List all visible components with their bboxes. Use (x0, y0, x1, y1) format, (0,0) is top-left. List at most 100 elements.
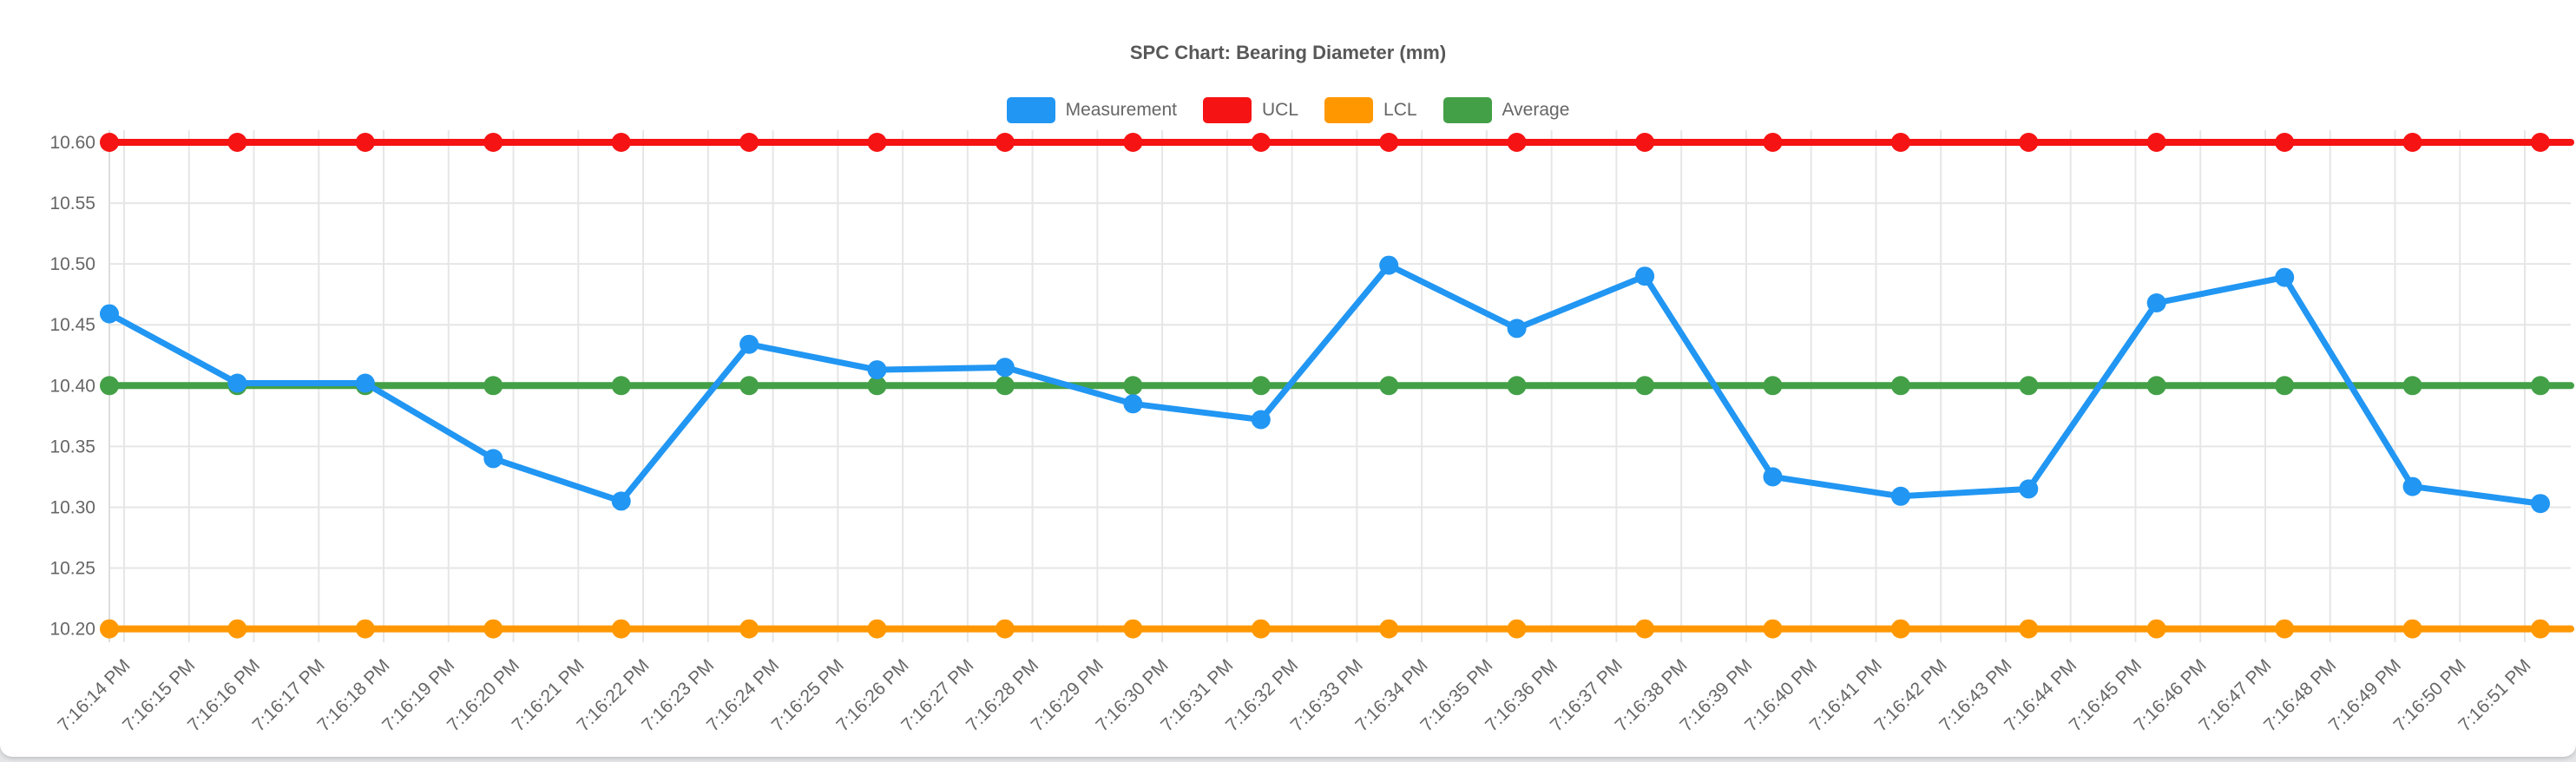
data-point[interactable] (739, 376, 759, 396)
data-point[interactable] (1507, 319, 1527, 338)
data-point[interactable] (100, 376, 119, 396)
data-point[interactable] (100, 619, 119, 639)
series-line (106, 262, 2544, 507)
data-point[interactable] (355, 373, 375, 393)
data-point[interactable] (2402, 619, 2422, 639)
data-point[interactable] (1123, 619, 1143, 639)
legend-item-ucl[interactable]: UCL (1203, 97, 1298, 123)
legend-item-lcl[interactable]: LCL (1324, 97, 1417, 123)
series-lcl (100, 619, 2574, 639)
data-point[interactable] (1890, 376, 1910, 396)
data-point[interactable] (100, 304, 119, 324)
data-point[interactable] (2019, 376, 2039, 396)
data-point[interactable] (1890, 619, 1910, 639)
data-point[interactable] (2531, 133, 2550, 152)
data-point[interactable] (355, 133, 375, 152)
data-point[interactable] (995, 619, 1015, 639)
data-point[interactable] (2275, 619, 2295, 639)
data-point[interactable] (2531, 376, 2550, 396)
data-point[interactable] (995, 358, 1015, 378)
data-point[interactable] (867, 133, 887, 152)
legend-swatch-measurement (1006, 97, 1055, 123)
data-point[interactable] (739, 133, 759, 152)
data-point[interactable] (2531, 619, 2550, 639)
data-point[interactable] (355, 619, 375, 639)
legend-item-average[interactable]: Average (1442, 97, 1569, 123)
data-point[interactable] (2402, 133, 2422, 152)
data-point[interactable] (1763, 619, 1783, 639)
data-point[interactable] (1635, 133, 1655, 152)
data-point[interactable] (2275, 133, 2295, 152)
data-point[interactable] (739, 619, 759, 639)
data-point[interactable] (2275, 376, 2295, 396)
data-point[interactable] (1890, 133, 1910, 152)
data-point[interactable] (2019, 133, 2039, 152)
data-point[interactable] (1507, 133, 1527, 152)
data-point[interactable] (995, 133, 1015, 152)
legend-label: UCL (1262, 100, 1299, 120)
data-point[interactable] (483, 619, 503, 639)
data-point[interactable] (483, 376, 503, 396)
data-point[interactable] (1635, 266, 1655, 286)
y-tick-label: 10.30 (49, 497, 95, 517)
data-point[interactable] (227, 619, 247, 639)
data-point[interactable] (1763, 133, 1783, 152)
data-point[interactable] (1251, 410, 1271, 430)
data-point[interactable] (2275, 267, 2295, 287)
data-point[interactable] (1763, 376, 1783, 396)
data-point[interactable] (1251, 376, 1271, 396)
data-point[interactable] (2531, 494, 2550, 514)
data-point[interactable] (1763, 467, 1783, 487)
y-axis-tick-labels: 10.60 10.55 10.50 10.45 10.40 10.35 10.30 10.25… (49, 133, 95, 640)
legend-swatch-ucl (1203, 97, 1252, 123)
y-tick-label: 10.45 (49, 315, 95, 335)
data-point[interactable] (1123, 133, 1143, 152)
data-point[interactable] (1635, 619, 1655, 639)
data-point[interactable] (1251, 619, 1271, 639)
data-point[interactable] (1123, 376, 1143, 396)
series-average (100, 376, 2574, 396)
data-point[interactable] (2146, 619, 2166, 639)
legend-item-measurement[interactable]: Measurement (1006, 97, 1177, 123)
data-point[interactable] (227, 133, 247, 152)
data-point[interactable] (611, 133, 631, 152)
y-tick-label: 10.35 (49, 437, 95, 457)
y-tick-label: 10.40 (49, 376, 95, 396)
legend-label: Measurement (1065, 100, 1177, 120)
x-axis-tick-labels: 7:16:14 PM7:16:15 PM7:16:16 PM7:16:17 PM… (54, 655, 2534, 735)
y-tick-label: 10.20 (49, 620, 95, 640)
data-point[interactable] (611, 376, 631, 396)
data-point[interactable] (483, 133, 503, 152)
data-point[interactable] (1123, 394, 1143, 414)
data-point[interactable] (100, 133, 119, 152)
data-point[interactable] (2402, 376, 2422, 396)
data-point[interactable] (1379, 133, 1399, 152)
data-point[interactable] (1379, 376, 1399, 396)
data-point[interactable] (867, 376, 887, 396)
data-point[interactable] (1890, 486, 1910, 506)
data-point[interactable] (483, 449, 503, 469)
data-point[interactable] (2402, 476, 2422, 496)
data-point[interactable] (1379, 255, 1399, 275)
data-point[interactable] (867, 619, 887, 639)
data-point[interactable] (995, 376, 1015, 396)
data-point[interactable] (1635, 376, 1655, 396)
legend-swatch-lcl (1324, 97, 1374, 123)
data-point[interactable] (1507, 619, 1527, 639)
data-point[interactable] (867, 360, 887, 380)
series-ucl (100, 133, 2574, 152)
data-point[interactable] (1379, 619, 1399, 639)
series-measurement (100, 255, 2550, 514)
data-point[interactable] (2019, 479, 2039, 499)
data-point[interactable] (227, 373, 247, 393)
data-point[interactable] (1507, 376, 1527, 396)
data-point[interactable] (2019, 619, 2039, 639)
data-point[interactable] (2146, 133, 2166, 152)
data-point[interactable] (2146, 376, 2166, 396)
data-point[interactable] (2146, 293, 2166, 312)
data-point[interactable] (1251, 133, 1271, 152)
data-point[interactable] (611, 619, 631, 639)
data-point[interactable] (739, 334, 759, 354)
data-point[interactable] (611, 491, 631, 511)
